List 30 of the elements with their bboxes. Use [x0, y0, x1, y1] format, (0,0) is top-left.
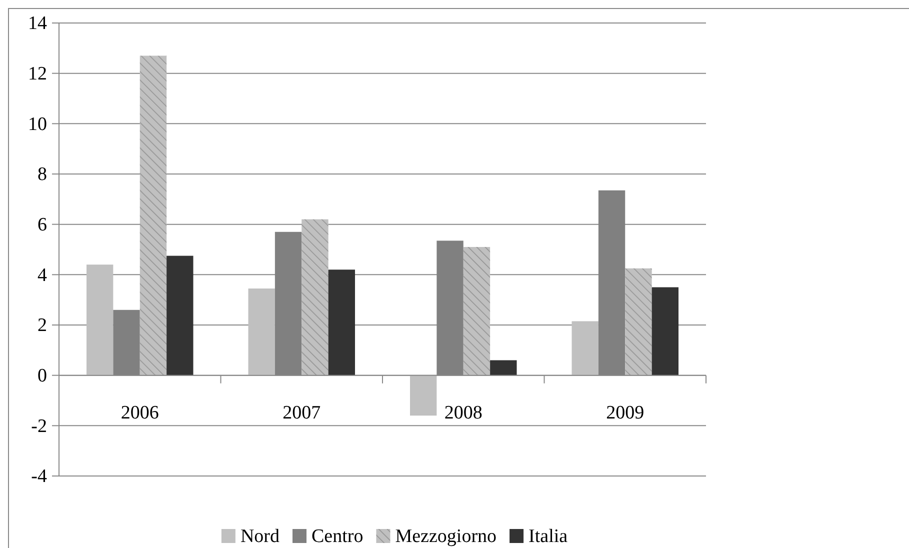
bar	[328, 270, 356, 376]
y-tick-label: 8	[38, 164, 47, 186]
y-tick-label: 12	[28, 63, 47, 84]
bar	[302, 219, 328, 376]
y-tick-label: -4	[31, 466, 48, 488]
y-tick-label: 4	[38, 264, 48, 286]
y-tick-label: 10	[28, 114, 47, 135]
x-tick-label: 2008	[444, 402, 482, 424]
y-tick-label: 14	[28, 13, 48, 34]
bar	[463, 246, 490, 376]
bar	[625, 268, 652, 376]
bar	[572, 321, 598, 376]
y-tick-label: -2	[31, 416, 47, 437]
bar	[490, 360, 517, 376]
legend-label: Centro	[312, 526, 364, 547]
bar	[410, 375, 437, 416]
bar	[140, 56, 167, 376]
x-tick-label: 2009	[606, 402, 644, 424]
y-tick-label: 0	[38, 365, 47, 386]
legend-label: Mezzogiorno	[395, 526, 497, 547]
bar	[166, 256, 194, 376]
x-tick-label: 2007	[282, 402, 321, 424]
y-tick-label: 6	[38, 214, 47, 236]
y-tick-label: 2	[38, 315, 47, 336]
bar	[248, 288, 275, 376]
bar	[652, 287, 679, 376]
legend-label: Nord	[240, 526, 280, 547]
x-tick-label: 2006	[120, 402, 159, 424]
legend-label: Italia	[528, 526, 568, 547]
bar	[86, 264, 114, 376]
